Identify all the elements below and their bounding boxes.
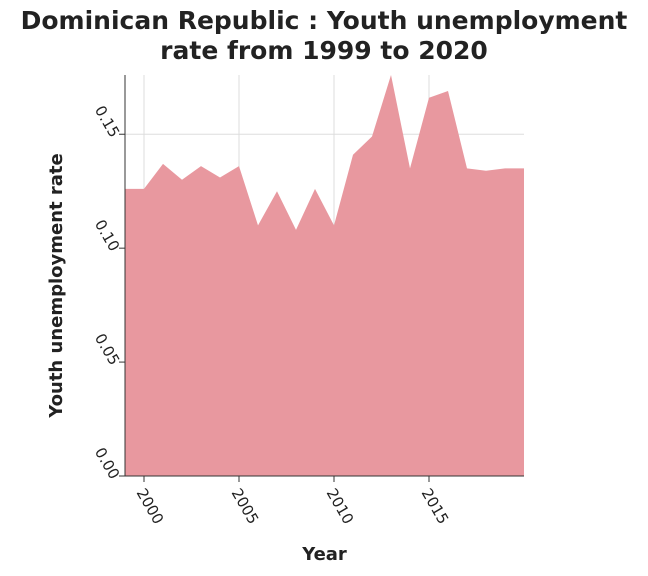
chart-title: Dominican Republic : Youth unemployment … (20, 6, 628, 65)
y-tick-label: 0.05 (91, 330, 123, 368)
x-tick-label: 2000 (133, 485, 168, 527)
x-axis-label: Year (301, 544, 347, 565)
x-tick-label: 2010 (323, 485, 358, 527)
x-tick-label: 2015 (418, 485, 453, 527)
x-tick-label: 2005 (228, 485, 263, 527)
y-tick-label: 0.10 (91, 216, 123, 254)
y-axis-label: Youth unemployment rate (46, 153, 67, 418)
y-tick-label: 0.15 (91, 103, 123, 141)
y-tick-label: 0.00 (91, 444, 123, 482)
area-series (125, 75, 524, 476)
